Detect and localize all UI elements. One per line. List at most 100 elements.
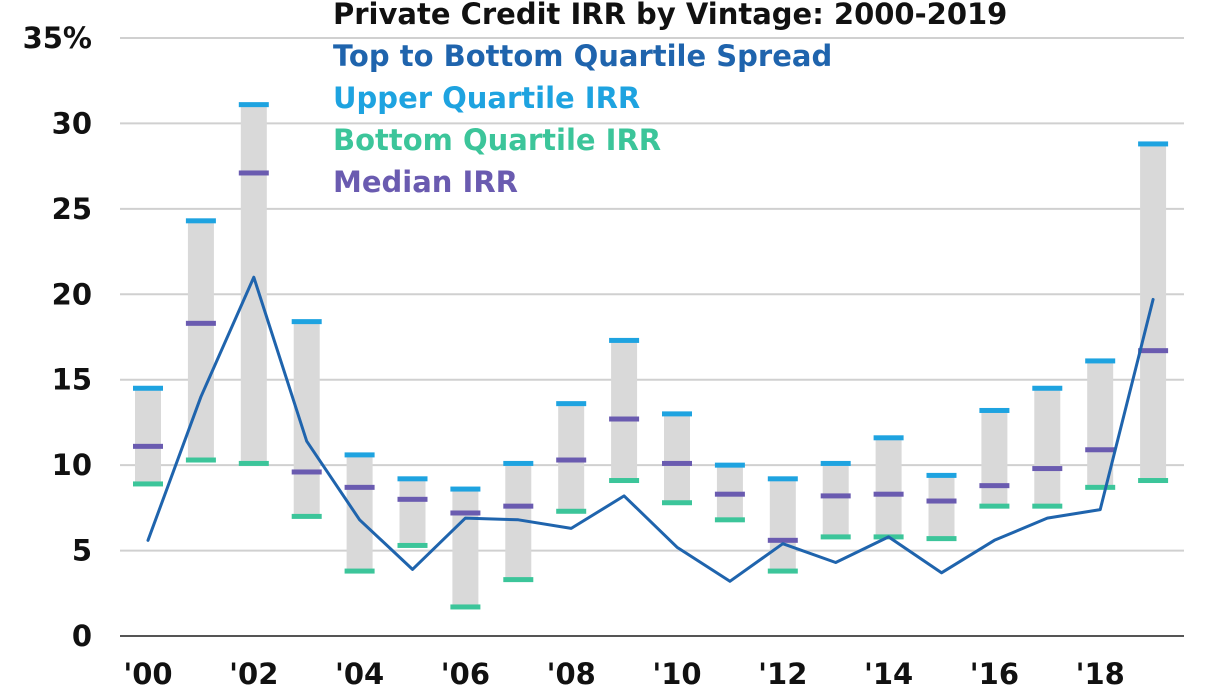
x-axis-tick-labels: '00 '02 '04 '06 '08 '10 '12 '14 '16 '18 [123,657,1124,690]
legend-item-bottom-quartile: Bottom Quartile IRR [333,123,661,157]
upper-quartile-marker [609,337,640,343]
bottom-quartile-marker [397,542,428,548]
median-marker [926,498,957,504]
upper-quartile-marker [185,218,216,224]
bottom-quartile-marker [979,503,1010,509]
median-marker [609,416,640,422]
x-tick-label: '08 [547,657,596,690]
median-marker [503,503,534,509]
upper-quartile-marker [873,435,904,441]
y-tick-label: 25 [52,192,92,226]
median-marker [979,483,1010,489]
median-marker [291,469,322,475]
range-bar [1087,360,1114,488]
bottom-quartile-marker [291,513,322,519]
median-marker [820,493,851,499]
median-marker [556,457,587,463]
median-marker [1085,447,1116,453]
median-marker [662,460,692,466]
range-bar [928,475,955,539]
x-tick-label: '16 [970,657,1019,690]
median-marker [1032,466,1063,472]
range-bar [822,463,849,537]
bottom-quartile-marker [1085,484,1116,490]
bottom-quartile-marker [450,604,481,610]
bottom-quartile-marker [238,460,269,466]
bottom-quartile-marker [133,481,163,487]
range-bar [611,340,638,481]
upper-quartile-marker [238,102,269,108]
y-tick-label: 10 [52,448,92,482]
upper-quartile-marker [1138,141,1169,147]
median-marker [185,320,216,326]
range-bar [399,478,426,546]
bottom-quartile-marker [1032,503,1063,509]
legend-item-median: Median IRR [333,165,518,199]
range-bar [135,388,161,484]
quartile-markers [133,102,1169,610]
y-axis-tick-labels: 0 5 10 15 20 25 30 35% [23,21,92,653]
bottom-quartile-marker [714,517,745,523]
bottom-quartile-marker [503,577,534,583]
x-tick-label: '10 [652,657,701,690]
upper-quartile-marker [1085,358,1116,364]
bottom-quartile-marker [185,457,216,463]
upper-quartile-marker [926,472,957,478]
median-marker [133,443,163,449]
range-bar [875,437,902,537]
x-tick-label: '18 [1076,657,1125,690]
bottom-quartile-marker [1138,478,1169,484]
range-bar [769,478,796,572]
y-tick-label: 35% [23,21,92,55]
spread-line-layer [146,275,1155,583]
range-bar [1140,143,1167,481]
range-bar [1034,388,1061,507]
upper-quartile-marker [662,411,692,417]
range-bar [452,489,479,607]
median-marker [450,510,481,516]
range-bar [981,410,1008,507]
range-bar [293,321,320,517]
upper-quartile-marker [450,486,481,492]
y-tick-label: 15 [52,363,92,397]
upper-quartile-marker [767,476,798,482]
range-bar [664,413,690,503]
x-tick-label: '14 [864,657,913,690]
upper-quartile-marker [820,460,851,466]
legend-item-spread: Top to Bottom Quartile Spread [333,39,832,73]
x-tick-label: '12 [758,657,807,690]
bottom-quartile-marker [344,568,375,574]
upper-quartile-marker [556,401,587,407]
median-marker [873,491,904,497]
median-marker [1138,348,1169,354]
bottom-quartile-marker [767,568,798,574]
upper-quartile-marker [1032,385,1063,391]
bottom-quartile-marker [662,500,692,506]
upper-quartile-marker [291,319,322,325]
y-tick-label: 0 [72,619,92,653]
y-tick-label: 30 [52,106,92,140]
x-tick-label: '02 [229,657,278,690]
median-marker [344,484,375,490]
y-tick-label: 20 [52,277,92,311]
median-marker [238,170,269,176]
median-marker [397,496,428,502]
legend-item-upper-quartile: Upper Quartile IRR [333,81,640,115]
bottom-quartile-marker [556,508,587,514]
y-tick-label: 5 [72,534,92,568]
median-marker [767,537,798,543]
upper-quartile-marker [133,385,163,391]
bottom-quartile-marker [820,534,851,540]
x-tick-label: '06 [441,657,490,690]
upper-quartile-marker [979,407,1010,413]
x-tick-label: '00 [123,657,172,690]
upper-quartile-marker [344,452,375,458]
chart-title: Private Credit IRR by Vintage: 2000-2019 [333,0,1007,31]
spread-line [146,275,1155,583]
range-bar [558,403,585,512]
range-bar [240,104,267,464]
upper-quartile-marker [714,462,745,468]
median-marker [714,491,745,497]
upper-quartile-marker [397,476,428,482]
x-tick-label: '04 [335,657,384,690]
